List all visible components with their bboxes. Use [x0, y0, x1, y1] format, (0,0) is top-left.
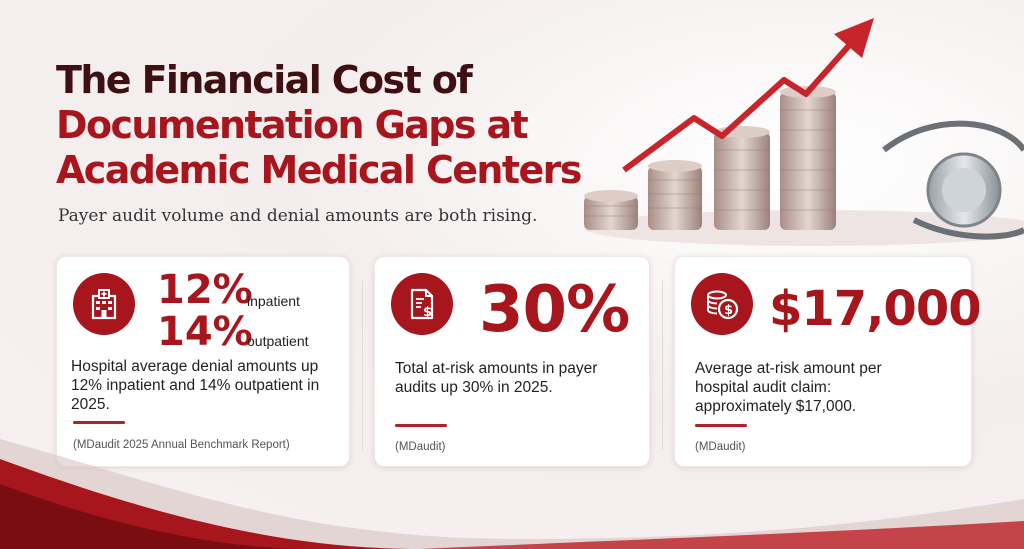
- stat-outpatient-label: outpatient: [247, 333, 309, 349]
- title-line-3: Academic Medical Centers: [56, 148, 582, 192]
- stat-card-denials: 12% inpatient 14% outpatient Hospital av…: [56, 256, 350, 467]
- stat-card-avg-claim: $ $17,000 Average at-risk amount per hos…: [674, 256, 982, 467]
- card-source: (MDaudit 2025 Annual Benchmark Report): [73, 439, 290, 451]
- svg-text:$: $: [423, 305, 432, 320]
- title-line-2: Documentation Gaps at: [56, 103, 529, 147]
- card-description: Hospital average denial amounts up 12% i…: [71, 358, 320, 413]
- card-separator: [362, 280, 363, 450]
- stat-avg-at-risk: $17,000: [769, 281, 982, 337]
- title-line-1: The Financial Cost of: [56, 58, 473, 102]
- coin-stack-2: [648, 160, 702, 230]
- card-source: (MDaudit): [695, 441, 746, 453]
- coin-stack-4: [780, 86, 836, 230]
- bottom-wave-decoration: [0, 439, 1024, 549]
- coin-stack-3: [714, 126, 770, 230]
- hospital-icon: [73, 273, 135, 335]
- card-separator: [662, 280, 663, 450]
- coins-dollar-icon: $: [691, 273, 753, 335]
- card-source: (MDaudit): [395, 441, 446, 453]
- stat-inpatient-label: inpatient: [247, 293, 300, 309]
- card-divider: [73, 421, 125, 424]
- stat-at-risk-increase: 30%: [479, 273, 630, 347]
- coin-stack-1: [584, 190, 638, 230]
- card-divider: [395, 424, 447, 427]
- page-title: The Financial Cost of Documentation Gaps…: [56, 58, 582, 193]
- rising-coins-illustration: [584, 18, 1024, 246]
- card-description: Average at-risk amount per hospital audi…: [695, 360, 882, 415]
- stat-outpatient: 14%: [157, 309, 253, 355]
- stat-card-at-risk: $ 30% Total at-risk amounts in payer aud…: [374, 256, 650, 467]
- subtitle: Payer audit volume and denial amounts ar…: [58, 206, 538, 226]
- card-description: Total at-risk amounts in payer audits up…: [395, 360, 598, 396]
- card-divider: [695, 424, 747, 427]
- invoice-dollar-icon: $: [391, 273, 453, 335]
- svg-text:$: $: [724, 303, 733, 318]
- stat-inpatient: 12%: [157, 267, 253, 313]
